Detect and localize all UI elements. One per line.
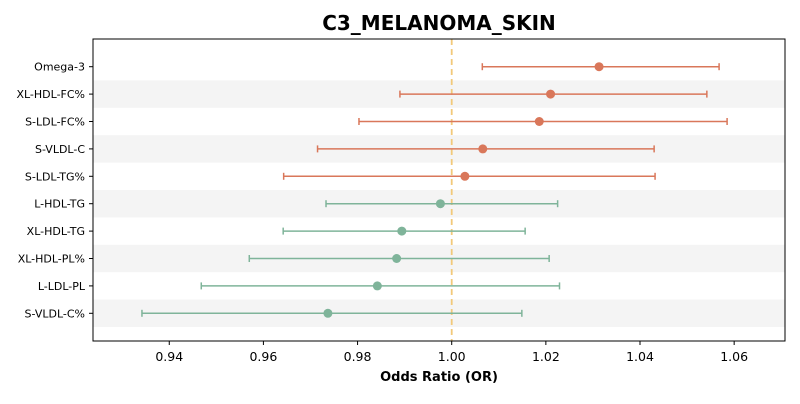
y-tick-label: S-LDL-TG%	[25, 170, 85, 183]
y-tick-label: Omega-3	[34, 61, 85, 74]
x-tick-label: 1.00	[438, 349, 466, 364]
or-point	[392, 254, 402, 263]
or-point	[372, 281, 382, 291]
or-point	[546, 89, 556, 99]
x-tick-label: 0.94	[155, 349, 183, 364]
plot-frame	[92, 38, 786, 342]
y-tick-label: XL-HDL-FC%	[16, 88, 85, 101]
or-point	[594, 62, 604, 72]
x-axis-ticks: 0.94 0.96 0.98 1.00 1.02 1.04 1.06	[155, 341, 748, 364]
or-point	[460, 171, 470, 181]
or-point	[397, 226, 407, 236]
y-tick-label: XL-HDL-PL%	[18, 253, 85, 266]
x-tick-label: 1.04	[626, 349, 654, 364]
y-tick-label: L-LDL-PL	[38, 280, 86, 293]
chart-title: C3_MELANOMA_SKIN	[322, 11, 556, 35]
y-tick-label: S-VLDL-C%	[25, 307, 85, 320]
y-tick-label: L-HDL-TG	[34, 198, 85, 211]
y-tick-label: S-LDL-FC%	[25, 116, 85, 129]
y-tick-label: XL-HDL-TG	[27, 225, 85, 238]
x-tick-label: 1.06	[720, 349, 748, 364]
data-marks	[141, 62, 728, 318]
or-point	[323, 308, 333, 318]
y-tick-label: S-VLDL-C	[35, 143, 85, 156]
y-axis-ticks: Omega-3 XL-HDL-FC% S-LDL-FC% S-VLDL-C S-LDL-…	[16, 61, 93, 320]
or-point	[478, 144, 488, 154]
x-tick-label: 0.98	[344, 349, 372, 364]
or-point	[435, 199, 445, 209]
x-tick-label: 0.96	[249, 349, 277, 364]
or-point	[534, 117, 544, 126]
x-axis-label: Odds Ratio (OR)	[380, 370, 498, 385]
x-tick-label: 1.02	[532, 349, 560, 364]
